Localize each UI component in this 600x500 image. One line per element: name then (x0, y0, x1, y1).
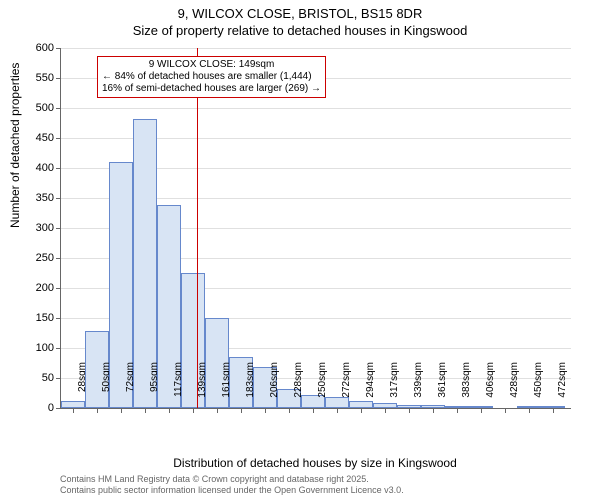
xtick-mark (97, 408, 98, 413)
chart-title-line2: Size of property relative to detached ho… (0, 23, 600, 40)
gridline (61, 48, 571, 49)
ytick-mark (56, 288, 61, 289)
gridline (61, 108, 571, 109)
ytick-mark (56, 48, 61, 49)
ytick-label: 450 (14, 132, 54, 144)
chart-container: 9, WILCOX CLOSE, BRISTOL, BS15 8DR Size … (0, 0, 600, 500)
ytick-label: 350 (14, 192, 54, 204)
footer-line1: Contains HM Land Registry data © Crown c… (60, 474, 404, 485)
xtick-mark (481, 408, 482, 413)
xtick-mark (169, 408, 170, 413)
footer-attr: Contains HM Land Registry data © Crown c… (60, 474, 404, 496)
xtick-mark (289, 408, 290, 413)
ytick-mark (56, 108, 61, 109)
ytick-mark (56, 168, 61, 169)
ytick-mark (56, 318, 61, 319)
ytick-mark (56, 408, 61, 409)
footer-line2: Contains public sector information licen… (60, 485, 404, 496)
annotation-line1: 9 WILCOX CLOSE: 149sqm (102, 59, 321, 71)
ytick-mark (56, 78, 61, 79)
ytick-label: 150 (14, 312, 54, 324)
ytick-mark (56, 228, 61, 229)
ytick-label: 200 (14, 282, 54, 294)
xtick-label: 428sqm (509, 362, 520, 412)
ytick-label: 100 (14, 342, 54, 354)
xtick-label: 406sqm (485, 362, 496, 412)
annotation-line3: 16% of semi-detached houses are larger (… (102, 83, 321, 95)
chart-area: 28sqm50sqm72sqm95sqm117sqm139sqm161sqm18… (60, 48, 570, 408)
xtick-mark (217, 408, 218, 413)
ytick-label: 0 (14, 402, 54, 414)
xtick-label: 361sqm (437, 362, 448, 412)
ytick-label: 550 (14, 72, 54, 84)
xtick-mark (265, 408, 266, 413)
xtick-mark (121, 408, 122, 413)
ytick-mark (56, 138, 61, 139)
xtick-label: 383sqm (461, 362, 472, 412)
ytick-mark (56, 378, 61, 379)
xtick-mark (361, 408, 362, 413)
plot-region: 28sqm50sqm72sqm95sqm117sqm139sqm161sqm18… (60, 48, 571, 409)
ytick-label: 250 (14, 252, 54, 264)
ytick-label: 50 (14, 372, 54, 384)
ytick-label: 500 (14, 102, 54, 114)
x-axis-label: Distribution of detached houses by size … (60, 456, 570, 470)
xtick-label: 472sqm (557, 362, 568, 412)
ytick-label: 300 (14, 222, 54, 234)
xtick-mark (457, 408, 458, 413)
xtick-mark (553, 408, 554, 413)
ytick-mark (56, 198, 61, 199)
ytick-mark (56, 348, 61, 349)
xtick-mark (433, 408, 434, 413)
xtick-mark (505, 408, 506, 413)
xtick-mark (337, 408, 338, 413)
xtick-label: 450sqm (533, 362, 544, 412)
xtick-mark (529, 408, 530, 413)
xtick-mark (193, 408, 194, 413)
property-marker-line (197, 48, 198, 408)
annotation-line2: ← 84% of detached houses are smaller (1,… (102, 71, 321, 83)
xtick-mark (145, 408, 146, 413)
xtick-mark (385, 408, 386, 413)
chart-title-line1: 9, WILCOX CLOSE, BRISTOL, BS15 8DR (0, 0, 600, 23)
xtick-mark (241, 408, 242, 413)
ytick-mark (56, 258, 61, 259)
xtick-mark (313, 408, 314, 413)
xtick-mark (73, 408, 74, 413)
ytick-label: 600 (14, 42, 54, 54)
annotation-box: 9 WILCOX CLOSE: 149sqm← 84% of detached … (97, 56, 326, 98)
ytick-label: 400 (14, 162, 54, 174)
xtick-mark (409, 408, 410, 413)
